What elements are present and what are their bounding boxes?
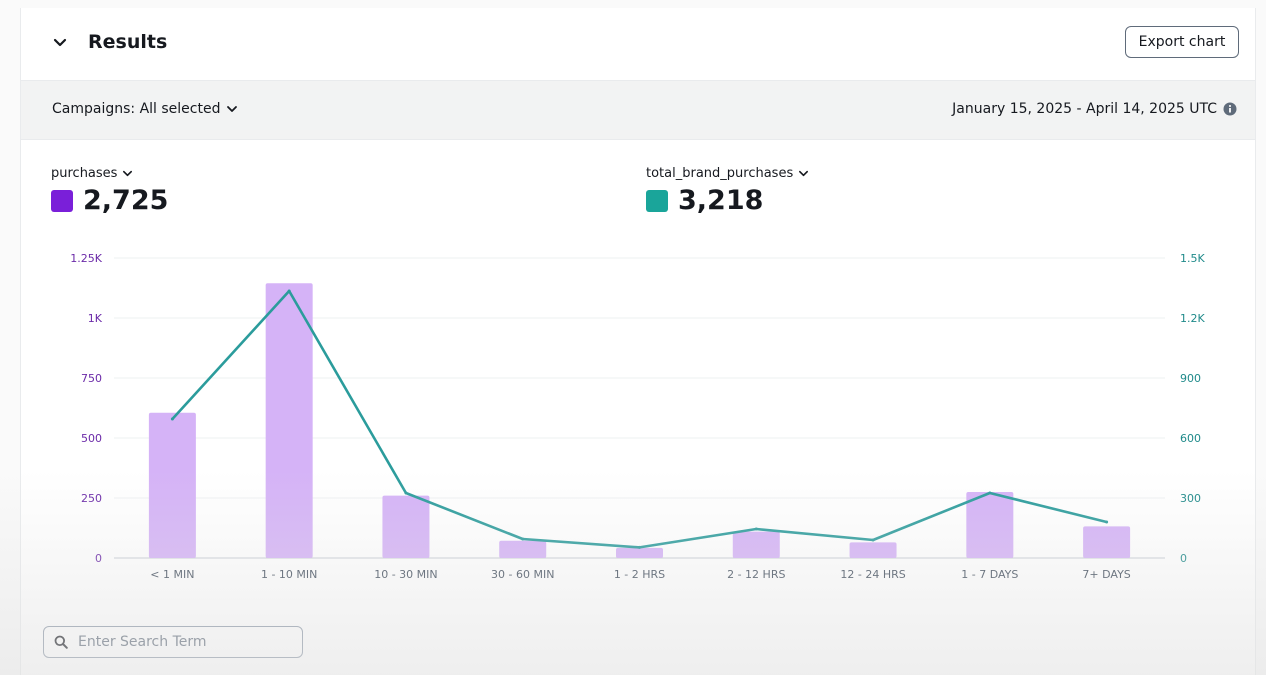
x-tick-label: 12 - 24 HRS bbox=[840, 568, 905, 581]
bar-purchases bbox=[382, 495, 430, 558]
x-tick-label: 30 - 60 MIN bbox=[491, 568, 554, 581]
metric-value: 2,725 bbox=[83, 185, 169, 216]
y-left-tick-label: 1.25K bbox=[70, 252, 102, 265]
y-right-tick-label: 900 bbox=[1180, 372, 1201, 385]
y-left-tick-label: 0 bbox=[95, 552, 102, 565]
filter-bar: Campaigns: All selected January 15, 2025… bbox=[21, 81, 1255, 140]
point-total_brand_purchases bbox=[1105, 520, 1109, 524]
point-total_brand_purchases bbox=[287, 289, 291, 293]
metric-total-brand-purchases: total_brand_purchases 3,218 bbox=[646, 166, 809, 216]
y-right-tick-label: 1.5K bbox=[1180, 252, 1205, 265]
bar-purchases bbox=[732, 531, 780, 558]
campaigns-dropdown[interactable]: Campaigns: All selected bbox=[52, 101, 238, 117]
date-range: January 15, 2025 - April 14, 2025 UTC bbox=[952, 101, 1237, 117]
bar-purchases bbox=[1083, 526, 1131, 558]
chevron-down-icon bbox=[227, 106, 238, 112]
campaigns-label: Campaigns: All selected bbox=[52, 101, 221, 117]
x-tick-label: 7+ DAYS bbox=[1082, 568, 1130, 581]
y-left-tick-label: 750 bbox=[81, 372, 102, 385]
bar-purchases bbox=[148, 412, 196, 558]
search-input[interactable] bbox=[76, 633, 280, 651]
metric-name: purchases bbox=[51, 166, 118, 181]
metric-name: total_brand_purchases bbox=[646, 166, 794, 181]
x-tick-label: < 1 MIN bbox=[150, 568, 194, 581]
y-right-tick-label: 300 bbox=[1180, 492, 1201, 505]
point-total_brand_purchases bbox=[521, 537, 525, 541]
x-tick-label: 10 - 30 MIN bbox=[374, 568, 437, 581]
y-left-tick-label: 250 bbox=[81, 492, 102, 505]
y-right-tick-label: 1.2K bbox=[1180, 312, 1205, 325]
metric-selector[interactable]: total_brand_purchases bbox=[646, 166, 809, 181]
point-total_brand_purchases bbox=[988, 491, 992, 495]
bar-purchases bbox=[616, 547, 663, 558]
bar-purchases bbox=[499, 540, 547, 558]
results-header: Results Export chart bbox=[21, 8, 1255, 81]
point-total_brand_purchases bbox=[871, 538, 875, 542]
metric-purchases: purchases 2,725 bbox=[51, 166, 168, 216]
chevron-down-icon[interactable] bbox=[53, 36, 67, 50]
search-box[interactable] bbox=[43, 626, 303, 658]
y-left-tick-label: 1K bbox=[88, 312, 103, 325]
point-total_brand_purchases bbox=[170, 417, 174, 421]
x-tick-label: 1 - 10 MIN bbox=[261, 568, 317, 581]
bar-purchases bbox=[849, 542, 897, 558]
metric-value: 3,218 bbox=[678, 185, 764, 216]
chevron-down-icon bbox=[123, 170, 133, 177]
results-title: Results bbox=[88, 31, 168, 53]
x-tick-label: 2 - 12 HRS bbox=[727, 568, 785, 581]
bar-purchases bbox=[265, 283, 313, 558]
point-total_brand_purchases bbox=[754, 527, 758, 531]
point-total_brand_purchases bbox=[638, 545, 641, 549]
search-icon bbox=[54, 635, 68, 649]
x-tick-label: 1 - 2 HRS bbox=[614, 568, 665, 581]
chevron-down-icon bbox=[799, 170, 809, 177]
y-left-tick-label: 500 bbox=[81, 432, 102, 445]
y-right-tick-label: 0 bbox=[1180, 552, 1187, 565]
attribution-chart: 0 250 500 750 1K 1.25K 0 300 600 900 1.2K 1.5K < 1 M… bbox=[70, 252, 1205, 581]
x-tick-label: 1 - 7 DAYS bbox=[961, 568, 1018, 581]
export-chart-button[interactable]: Export chart bbox=[1125, 26, 1239, 58]
bar-purchases bbox=[966, 492, 1014, 558]
total-brand-purchases-swatch bbox=[646, 189, 668, 212]
metric-selector[interactable]: purchases bbox=[51, 166, 168, 181]
y-right-tick-label: 600 bbox=[1180, 432, 1201, 445]
purchases-swatch bbox=[51, 189, 73, 212]
date-range-label: January 15, 2025 - April 14, 2025 UTC bbox=[952, 101, 1217, 117]
point-total_brand_purchases bbox=[404, 491, 408, 495]
info-icon[interactable] bbox=[1223, 102, 1237, 116]
